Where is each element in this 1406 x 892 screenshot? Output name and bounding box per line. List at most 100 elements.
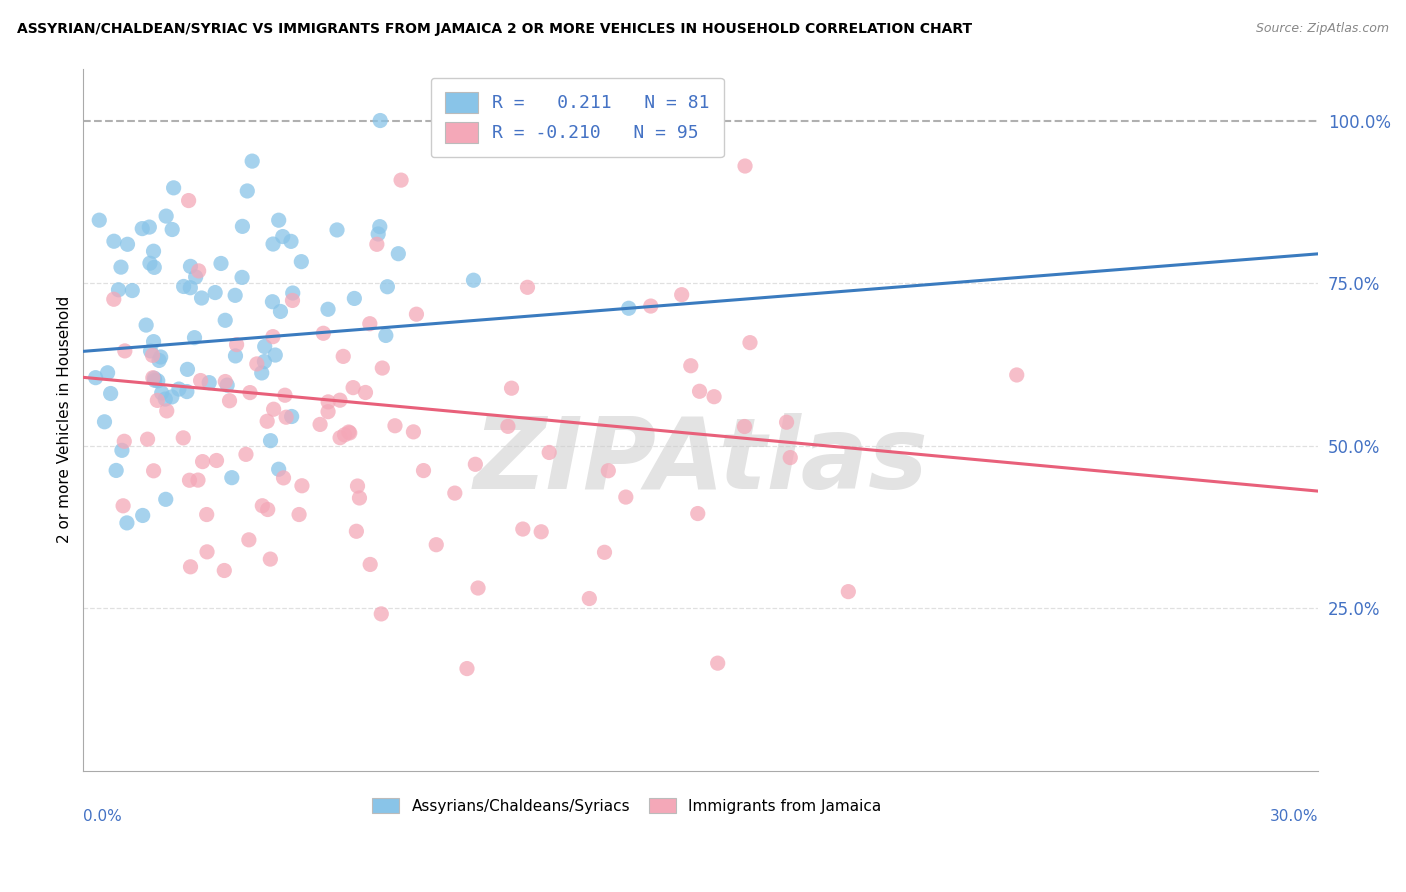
Point — [143, 260, 166, 275]
Point — [516, 280, 538, 294]
Point — [309, 417, 332, 432]
Point — [775, 415, 797, 429]
Point — [342, 381, 364, 395]
Point — [107, 283, 129, 297]
Point — [239, 385, 262, 400]
Point — [267, 213, 290, 227]
Point — [281, 293, 304, 308]
Point — [371, 361, 394, 376]
Point — [316, 405, 339, 419]
Point — [281, 286, 304, 301]
Point — [250, 366, 273, 380]
Point — [198, 376, 221, 390]
Point — [246, 357, 269, 371]
Point — [269, 304, 291, 318]
Point — [117, 237, 139, 252]
Point — [103, 292, 125, 306]
Point — [146, 374, 169, 388]
Point — [160, 390, 183, 404]
Point — [367, 227, 389, 241]
Point — [368, 113, 391, 128]
Point — [214, 313, 236, 327]
Point — [538, 445, 561, 459]
Point — [224, 349, 246, 363]
Y-axis label: 2 or more Vehicles in Household: 2 or more Vehicles in Household — [58, 296, 72, 543]
Point — [89, 213, 111, 227]
Point — [312, 326, 335, 341]
Point — [329, 431, 352, 445]
Text: Source: ZipAtlas.com: Source: ZipAtlas.com — [1256, 22, 1389, 36]
Point — [402, 425, 425, 439]
Point — [143, 373, 166, 387]
Point — [779, 450, 801, 465]
Point — [100, 386, 122, 401]
Point — [217, 378, 239, 392]
Point — [262, 329, 284, 343]
Point — [187, 473, 209, 487]
Point — [138, 220, 160, 235]
Point — [160, 222, 183, 236]
Point — [267, 462, 290, 476]
Point — [224, 288, 246, 302]
Point — [578, 591, 600, 606]
Point — [288, 508, 311, 522]
Point — [103, 234, 125, 248]
Point — [598, 464, 620, 478]
Point — [346, 479, 368, 493]
Point — [389, 173, 412, 187]
Point — [262, 237, 284, 252]
Point — [280, 235, 302, 249]
Point — [195, 545, 218, 559]
Point — [231, 270, 253, 285]
Point — [259, 552, 281, 566]
Point — [443, 486, 465, 500]
Point — [184, 270, 207, 285]
Point — [464, 458, 486, 472]
Point — [463, 273, 485, 287]
Point — [131, 508, 153, 523]
Point — [142, 464, 165, 478]
Point — [326, 223, 349, 237]
Point — [176, 362, 198, 376]
Point — [148, 353, 170, 368]
Point — [155, 492, 177, 507]
Point — [112, 434, 135, 449]
Point — [332, 350, 354, 364]
Point — [172, 431, 194, 445]
Point — [256, 414, 278, 428]
Point — [190, 374, 212, 388]
Point — [412, 464, 434, 478]
Point — [264, 348, 287, 362]
Point — [155, 209, 177, 223]
Point — [349, 491, 371, 505]
Point — [253, 354, 276, 368]
Point — [343, 292, 366, 306]
Point — [190, 291, 212, 305]
Point — [150, 386, 173, 401]
Point — [456, 662, 478, 676]
Point — [179, 559, 201, 574]
Point — [359, 558, 381, 572]
Point — [706, 656, 728, 670]
Point — [290, 254, 312, 268]
Text: 30.0%: 30.0% — [1270, 809, 1319, 824]
Point — [214, 375, 236, 389]
Point — [271, 229, 294, 244]
Point — [387, 246, 409, 260]
Point — [142, 334, 165, 349]
Point — [316, 302, 339, 317]
Point — [149, 350, 172, 364]
Point — [187, 264, 209, 278]
Point — [142, 244, 165, 259]
Point — [671, 287, 693, 301]
Point — [337, 425, 360, 439]
Point — [686, 507, 709, 521]
Point — [112, 499, 135, 513]
Point — [105, 463, 128, 477]
Point — [114, 343, 136, 358]
Point — [142, 370, 165, 384]
Point — [143, 371, 166, 385]
Point — [368, 219, 391, 234]
Point — [425, 538, 447, 552]
Point — [263, 402, 285, 417]
